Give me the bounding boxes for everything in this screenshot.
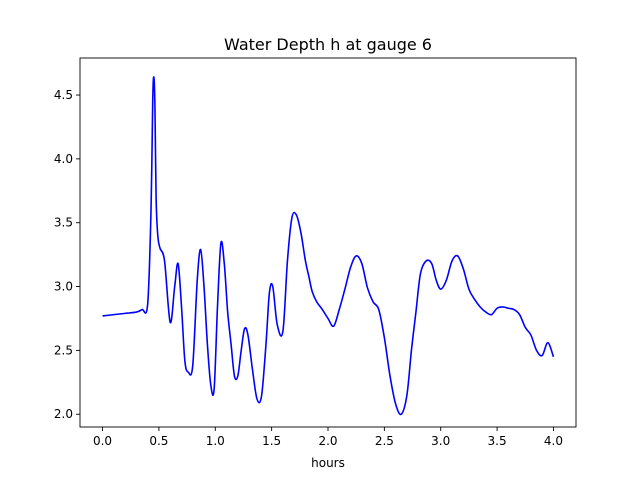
- x-tick-label: 0.5: [149, 434, 168, 448]
- x-tick-label: 2.5: [375, 434, 394, 448]
- y-tick-label: 4.5: [54, 88, 73, 102]
- chart-title: Water Depth h at gauge 6: [224, 35, 432, 54]
- x-tick-label: 0.0: [93, 434, 112, 448]
- y-tick-label: 2.0: [54, 407, 73, 421]
- x-tick-label: 1.0: [206, 434, 225, 448]
- x-tick-label: 4.0: [544, 434, 563, 448]
- axes: 0.0 0.5 1.0 1.5 2.0 2.5 3.0 3.5 4.0 2.0 2.5 3.0 3.5 4…: [54, 57, 577, 448]
- y-tick-label: 2.5: [54, 343, 73, 357]
- x-tick-label: 2.0: [318, 434, 337, 448]
- plot-area: [102, 76, 555, 416]
- x-tick-label: 3.0: [431, 434, 450, 448]
- x-axis-label: hours: [311, 456, 345, 470]
- x-tick-label: 3.5: [488, 434, 507, 448]
- series-line-0: [102, 76, 555, 416]
- y-tick-label: 4.0: [54, 152, 73, 166]
- y-tick-label: 3.5: [54, 216, 73, 230]
- x-tick-label: 1.5: [262, 434, 281, 448]
- y-tick-label: 3.0: [54, 280, 73, 294]
